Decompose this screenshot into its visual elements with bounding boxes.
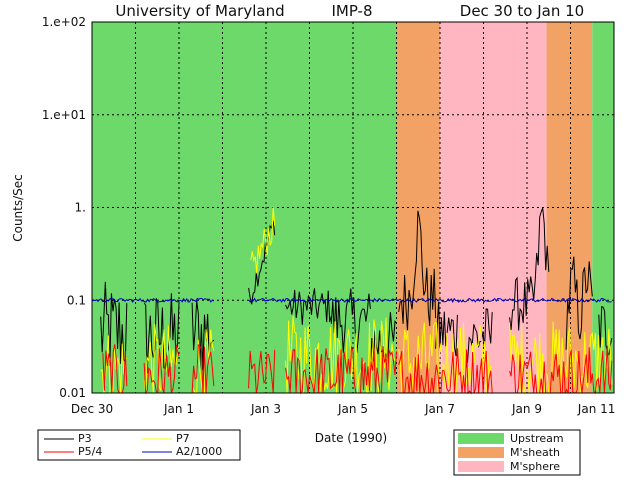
series-line-p5-4 [285, 346, 397, 395]
series-line-a2-1000 [248, 297, 612, 304]
legend-label-a2-1000: A2/1000 [176, 445, 222, 458]
series-line-p5-4 [102, 344, 128, 394]
legend-label-p3: P3 [78, 432, 92, 445]
x-tick-labels: Dec 30 Jan 1 Jan 3 Jan 5 Jan 7 Jan 9 Jan 11 [71, 402, 616, 416]
legend-label-p5-4: P5/4 [78, 445, 102, 458]
x-tick-label: Jan 3 [250, 402, 281, 416]
series-line-p5-4 [398, 348, 493, 395]
title-period: Dec 30 to Jan 10 [460, 2, 584, 20]
title-institution: University of Maryland [115, 2, 284, 20]
x-tick-label: Jan 5 [337, 402, 368, 416]
y-tick-label: 1.e+02 [42, 15, 86, 29]
series-line-p3 [285, 288, 332, 325]
legend-swatch-upstream [458, 433, 504, 444]
legend-label-p7: P7 [176, 432, 190, 445]
y-tick-label: 1. [75, 201, 86, 215]
y-tick-label: 0.01 [59, 386, 86, 400]
legend-swatch-m-sheath [458, 447, 504, 458]
legend-label-m-sheath: M'sheath [510, 446, 560, 459]
series-line-p3 [143, 293, 180, 374]
series-line-p3 [248, 220, 276, 305]
y-tick-labels: 1.e+02 1.e+01 1. 0.1 0.01 [42, 15, 86, 400]
series-legend: P3 P7 P5/4 A2/1000 [37, 429, 241, 461]
legend-label-upstream: Upstream [510, 432, 564, 445]
series-line-p5-4 [143, 344, 180, 395]
x-tick-label: Jan 7 [424, 402, 455, 416]
series-line-p7 [398, 322, 493, 395]
series-line-p3 [509, 207, 550, 331]
x-tick-label: Jan 11 [577, 402, 616, 416]
x-axis-label: Date (1990) [315, 431, 387, 445]
title-spacecraft: IMP-8 [331, 2, 372, 20]
y-tick-label: 1.e+01 [42, 108, 86, 122]
series-line-a2-1000 [91, 297, 215, 303]
series-line-p3 [330, 288, 371, 353]
series-line-p3 [598, 305, 613, 356]
series-line-p5-4 [248, 349, 276, 394]
series-line-p3 [565, 256, 593, 350]
series-legend-frame [37, 429, 241, 461]
x-tick-label: Jan 9 [511, 402, 542, 416]
series-line-p3 [465, 308, 493, 368]
legend-swatch-m-sphere [458, 461, 504, 472]
plot-frame [91, 21, 615, 394]
series-a2-1000 [91, 297, 612, 304]
x-tick-label: Dec 30 [71, 402, 113, 416]
x-tick-label: Jan 1 [163, 402, 194, 416]
series-line-p7 [250, 206, 276, 274]
series-layer [91, 206, 613, 395]
series-p5-4 [102, 343, 613, 395]
legend-label-m-sphere: M'sphere [510, 460, 560, 473]
y-axis-label: Counts/Sec [11, 174, 25, 242]
series-line-p3 [100, 281, 128, 366]
y-tick-label: 0.1 [67, 293, 86, 307]
series-line-p3 [398, 210, 437, 332]
